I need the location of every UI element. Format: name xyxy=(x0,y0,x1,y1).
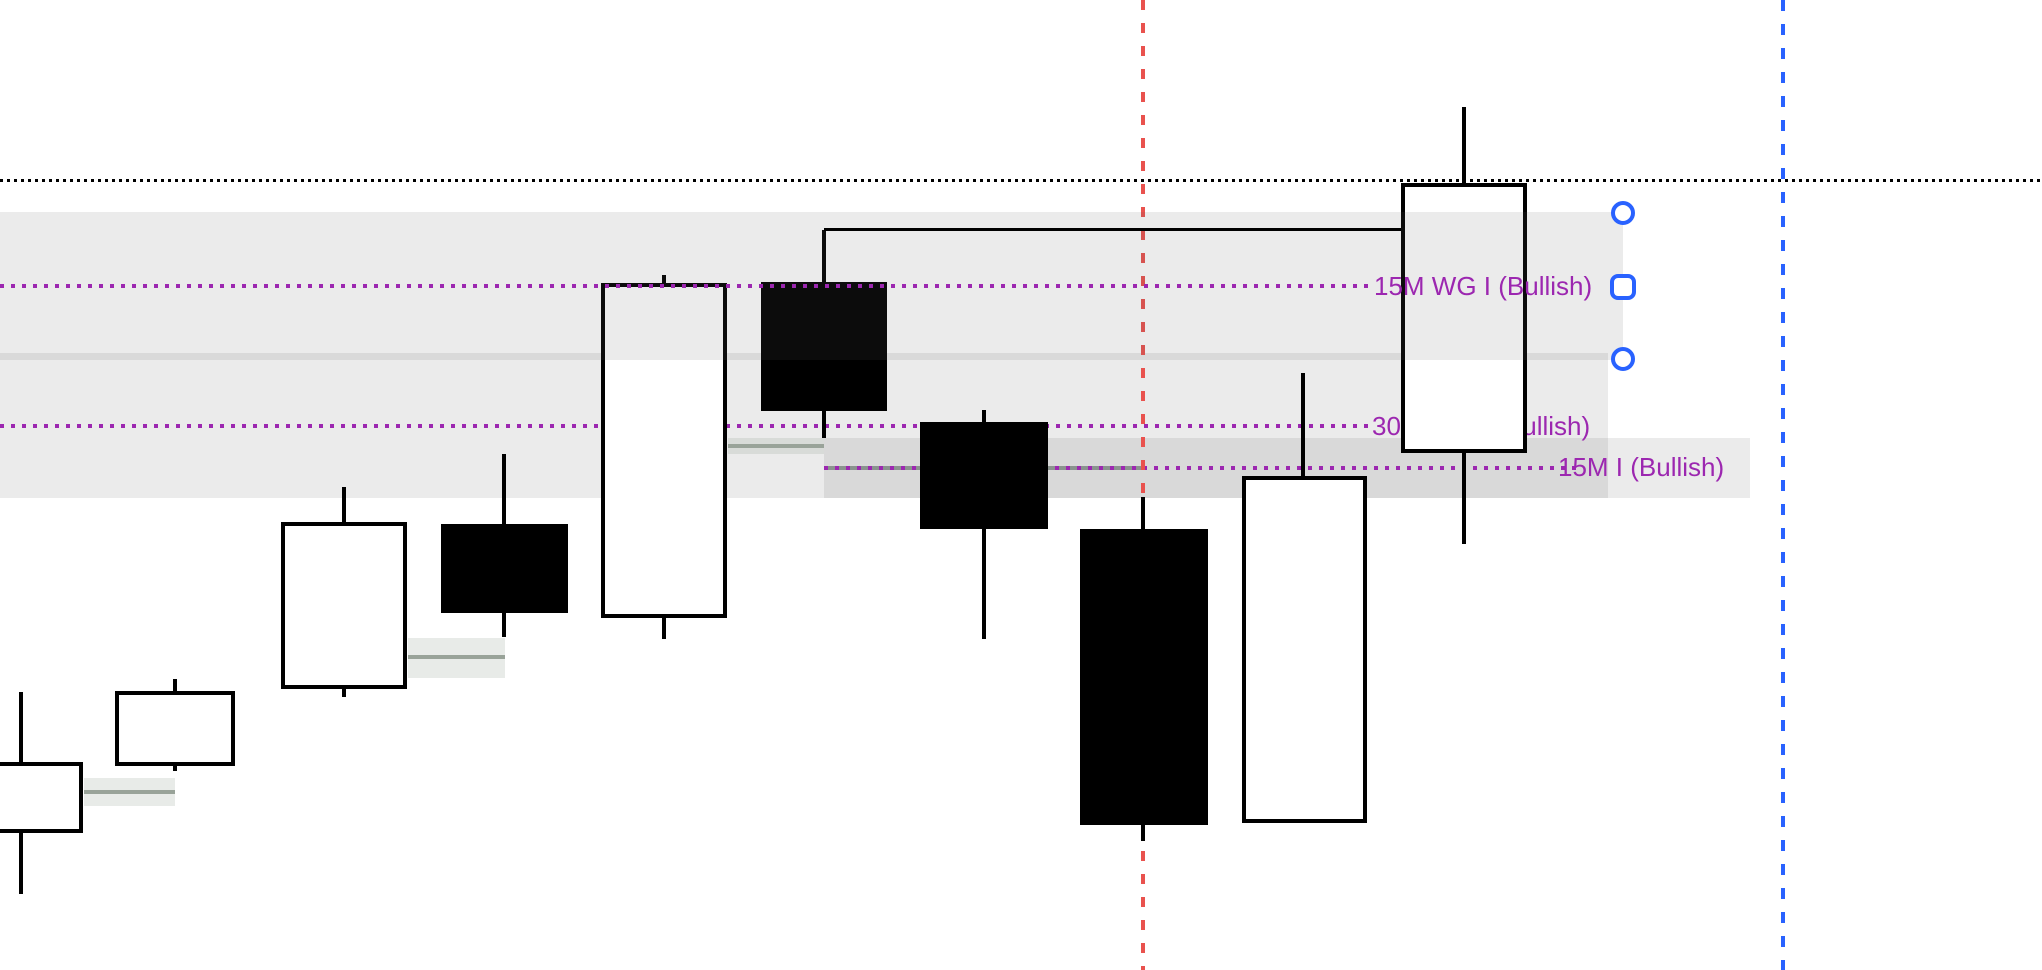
candle-4-bearish-lower-wick xyxy=(502,611,506,637)
zone-handle-middle[interactable] xyxy=(1610,274,1636,300)
line-30m-wg-bullish[interactable] xyxy=(0,424,1368,428)
candle-3-bullish-upper-wick xyxy=(342,487,346,524)
mini-fvg-1-midline xyxy=(84,790,175,794)
fvg-zone-15m[interactable] xyxy=(824,438,1750,498)
supply-zone-lower[interactable] xyxy=(0,353,1608,498)
high-ray-line[interactable] xyxy=(824,228,1401,231)
candle-1-bullish-body xyxy=(0,762,83,833)
label-15m-wg-bullish[interactable]: 15M WG I (Bullish) xyxy=(1374,271,1593,301)
candle-5-bullish-body xyxy=(601,283,727,618)
candle-6-bearish-body xyxy=(761,282,887,411)
candle-10-bullish-upper-wick xyxy=(1462,107,1466,185)
mini-fvg-3-midline xyxy=(728,444,824,448)
mini-fvg-3[interactable] xyxy=(728,438,824,454)
candle-5-bullish-lower-wick xyxy=(662,616,666,639)
candle-1-bullish-lower-wick xyxy=(19,831,23,894)
candle-3-bullish-body xyxy=(281,522,407,689)
candle-7-bearish-body xyxy=(920,422,1048,529)
zone-handle-bottom[interactable] xyxy=(1611,347,1635,371)
candle-8-bearish-body xyxy=(1080,529,1208,825)
candle-10-bullish-body xyxy=(1401,183,1527,453)
mini-fvg-2[interactable] xyxy=(408,638,505,678)
candle-4-bearish-body xyxy=(441,524,568,613)
candle-2-bullish-body xyxy=(115,691,235,766)
line-15m-bullish[interactable] xyxy=(824,466,1580,470)
label-30m-wg-bullish[interactable]: 30M WG I (Bullish) xyxy=(1372,411,1591,441)
candle-10-bullish-lower-wick xyxy=(1462,451,1466,544)
candle-6-bearish-upper-wick xyxy=(822,230,826,284)
candle-2-bullish-upper-wick xyxy=(173,679,177,693)
top-dotted-line[interactable] xyxy=(0,179,2042,182)
mini-fvg-1[interactable] xyxy=(84,778,175,806)
candle-7-bearish-lower-wick xyxy=(982,527,986,639)
candle-4-bearish-upper-wick xyxy=(502,454,506,526)
fvg-zone-midline xyxy=(824,466,1143,470)
zone-handle-top[interactable] xyxy=(1611,201,1635,225)
label-15m-bullish[interactable]: 15M I (Bullish) xyxy=(1558,452,1725,482)
candle-9-bullish-upper-wick xyxy=(1301,373,1305,478)
supply-zone-selected[interactable] xyxy=(0,212,1623,360)
candle-7-bearish-upper-wick xyxy=(982,410,986,424)
candle-8-bearish-upper-wick xyxy=(1141,497,1145,531)
mini-fvg-2-midline xyxy=(408,655,505,659)
candle-9-bullish-body xyxy=(1242,476,1367,823)
candle-5-bullish-upper-wick xyxy=(662,275,666,285)
red-dashed-vline[interactable] xyxy=(1141,0,1145,970)
candle-3-bullish-lower-wick xyxy=(342,687,346,697)
candle-6-bearish-lower-wick xyxy=(822,409,826,438)
blue-dashed-vline[interactable] xyxy=(1781,0,1785,970)
candle-2-bullish-lower-wick xyxy=(173,764,177,771)
candle-8-bearish-lower-wick xyxy=(1141,823,1145,841)
line-15m-wg-bullish[interactable] xyxy=(0,284,1370,288)
candle-1-bullish-upper-wick xyxy=(19,692,23,764)
